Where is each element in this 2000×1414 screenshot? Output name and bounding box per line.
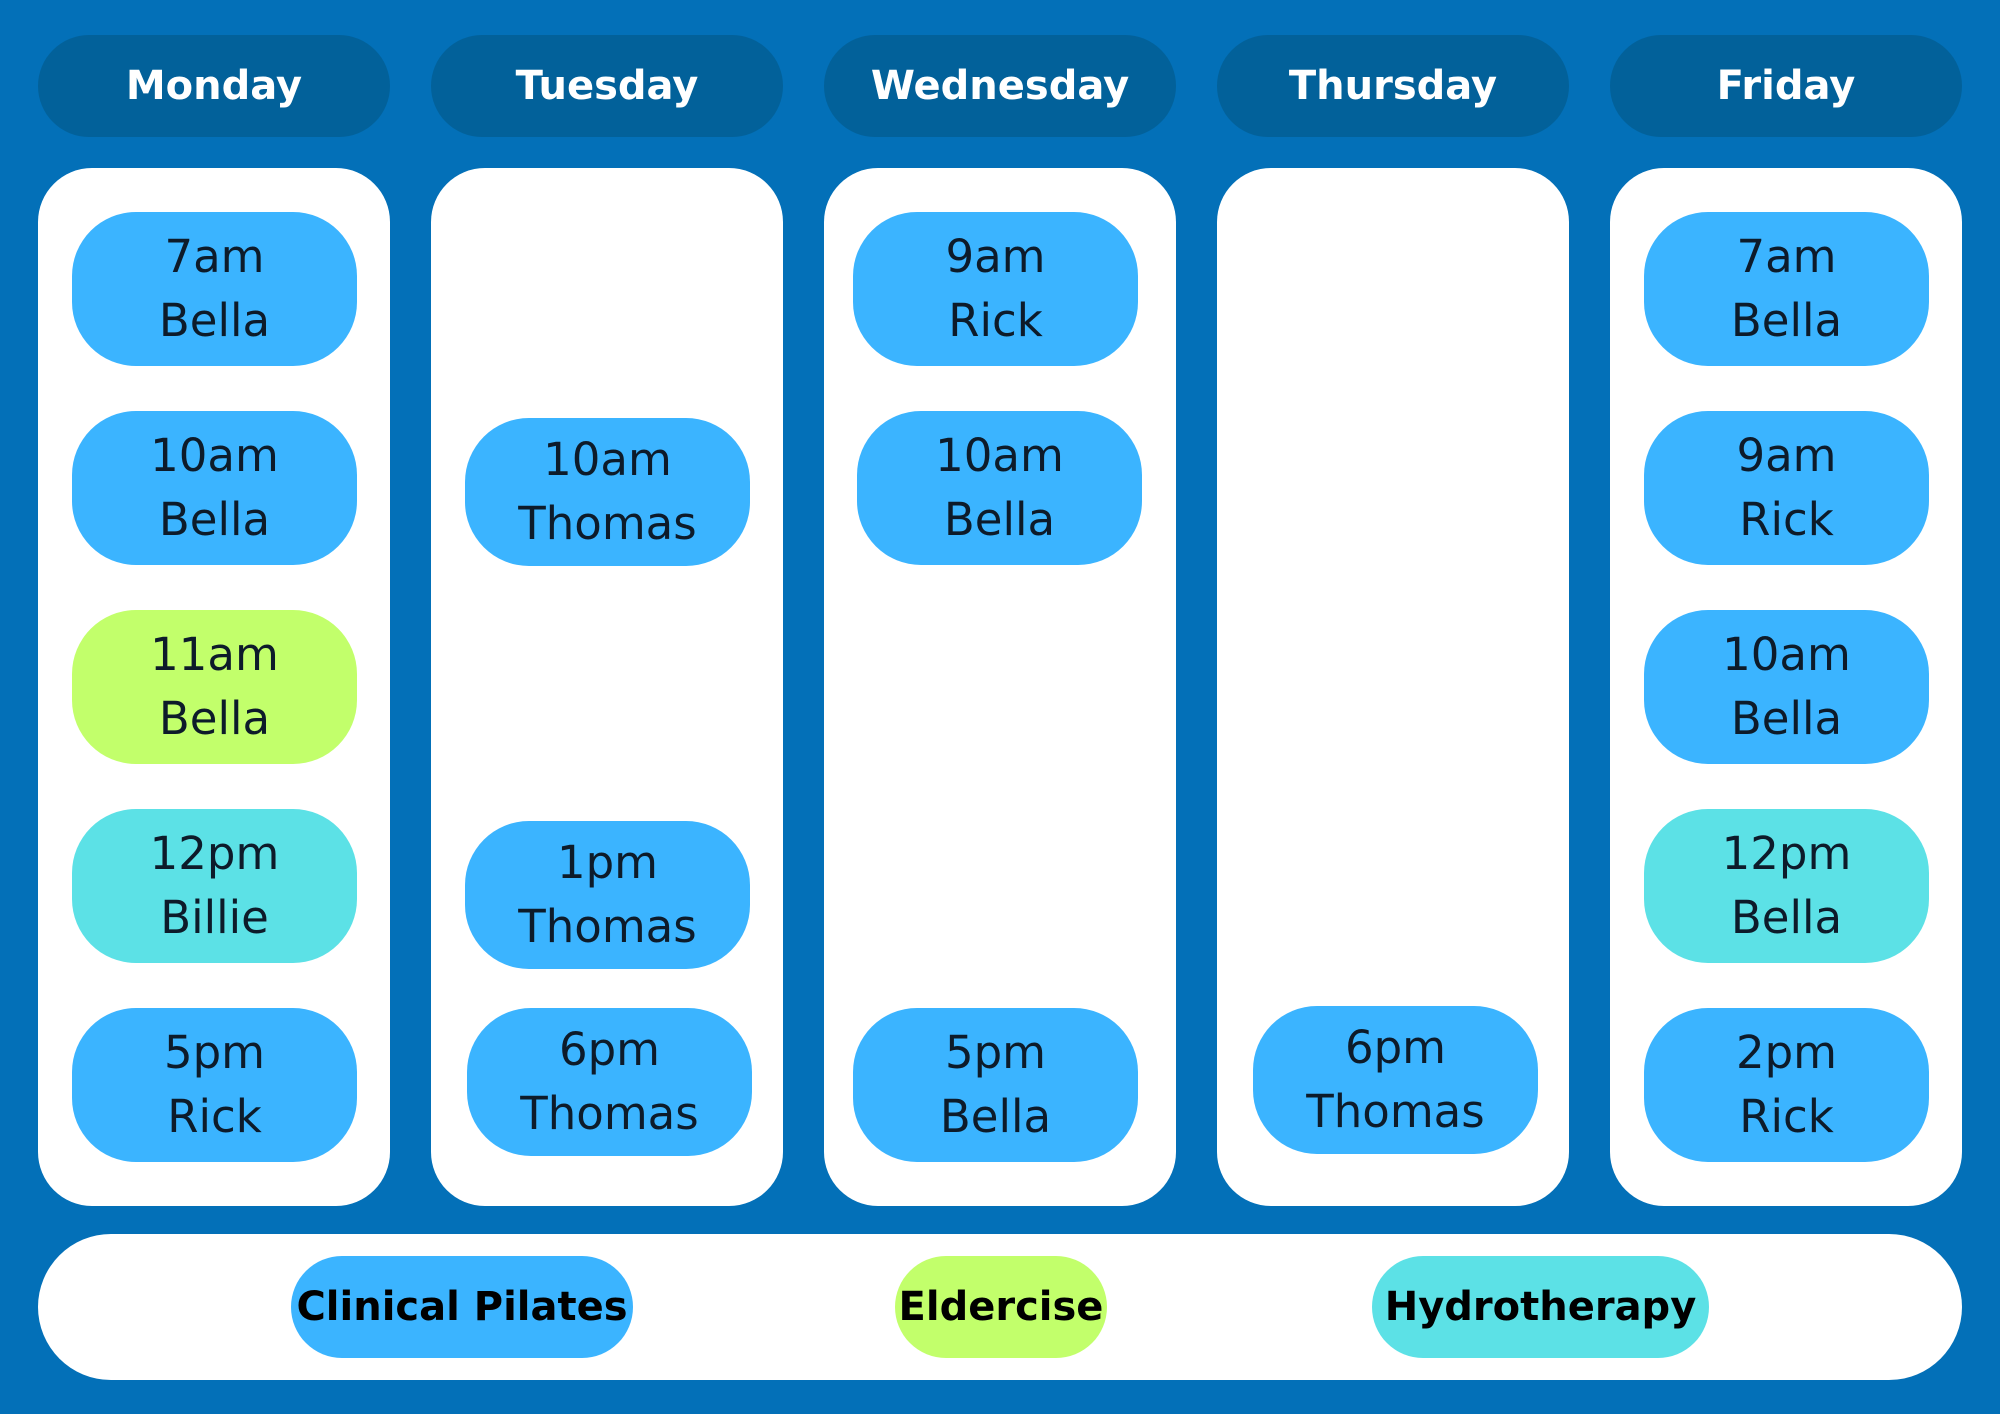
legend-bar: Clinical Pilates Eldercise Hydrotherapy	[38, 1234, 1962, 1380]
class-instructor: Bella	[943, 493, 1056, 546]
class-slot[interactable]: 12pm Billie	[72, 809, 357, 963]
class-slot[interactable]: 5pm Rick	[72, 1008, 357, 1162]
class-instructor: Billie	[160, 891, 269, 944]
class-instructor: Bella	[158, 692, 271, 745]
class-time: 10am	[1722, 628, 1851, 681]
class-instructor: Bella	[158, 294, 271, 347]
day-column-friday: 7am Bella 9am Rick 10am Bella 12pm Bella…	[1610, 168, 1962, 1206]
class-instructor: Rick	[948, 294, 1043, 347]
class-slot[interactable]: 6pm Thomas	[1253, 1006, 1538, 1154]
class-instructor: Thomas	[518, 900, 697, 953]
class-time: 7am	[164, 230, 265, 283]
class-instructor: Bella	[1730, 692, 1843, 745]
class-time: 11am	[150, 628, 279, 681]
legend-item-clinical-pilates: Clinical Pilates	[291, 1256, 633, 1358]
class-time: 7am	[1736, 230, 1837, 283]
class-instructor: Bella	[1730, 891, 1843, 944]
class-instructor: Bella	[939, 1090, 1052, 1143]
class-slot[interactable]: 7am Bella	[72, 212, 357, 366]
class-time: 2pm	[1735, 1026, 1838, 1079]
class-slot[interactable]: 12pm Bella	[1644, 809, 1929, 963]
class-time: 5pm	[163, 1026, 266, 1079]
day-header-thursday: Thursday	[1217, 35, 1569, 137]
class-time: 5pm	[944, 1026, 1047, 1079]
legend-item-hydrotherapy: Hydrotherapy	[1372, 1256, 1709, 1358]
day-header-monday: Monday	[38, 35, 390, 137]
day-column-tuesday: 10am Thomas 1pm Thomas 6pm Thomas	[431, 168, 783, 1206]
day-column-monday: 7am Bella 10am Bella 11am Bella 12pm Bil…	[38, 168, 390, 1206]
class-instructor: Thomas	[518, 497, 697, 550]
class-time: 12pm	[149, 827, 280, 880]
day-column-thursday: 6pm Thomas	[1217, 168, 1569, 1206]
class-slot[interactable]: 2pm Rick	[1644, 1008, 1929, 1162]
class-slot[interactable]: 6pm Thomas	[467, 1008, 752, 1156]
class-time: 9am	[945, 230, 1046, 283]
class-time: 1pm	[556, 836, 659, 889]
class-slot[interactable]: 10am Thomas	[465, 418, 750, 566]
class-time: 12pm	[1721, 827, 1852, 880]
class-time: 6pm	[558, 1023, 661, 1076]
class-instructor: Thomas	[520, 1087, 699, 1140]
class-slot[interactable]: 1pm Thomas	[465, 821, 750, 969]
class-instructor: Rick	[167, 1090, 262, 1143]
class-slot[interactable]: 7am Bella	[1644, 212, 1929, 366]
class-instructor: Rick	[1739, 493, 1834, 546]
legend-item-eldercise: Eldercise	[895, 1256, 1107, 1358]
day-header-tuesday: Tuesday	[431, 35, 783, 137]
class-time: 10am	[935, 429, 1064, 482]
class-time: 10am	[150, 429, 279, 482]
class-instructor: Rick	[1739, 1090, 1834, 1143]
class-time: 10am	[543, 433, 672, 486]
class-slot[interactable]: 9am Rick	[1644, 411, 1929, 565]
class-slot[interactable]: 9am Rick	[853, 212, 1138, 366]
class-slot[interactable]: 10am Bella	[72, 411, 357, 565]
day-header-wednesday: Wednesday	[824, 35, 1176, 137]
class-time: 6pm	[1344, 1021, 1447, 1074]
class-instructor: Bella	[158, 493, 271, 546]
class-slot[interactable]: 5pm Bella	[853, 1008, 1138, 1162]
class-slot[interactable]: 10am Bella	[857, 411, 1142, 565]
class-slot[interactable]: 10am Bella	[1644, 610, 1929, 764]
class-instructor: Thomas	[1306, 1085, 1485, 1138]
class-instructor: Bella	[1730, 294, 1843, 347]
class-time: 9am	[1736, 429, 1837, 482]
day-column-wednesday: 9am Rick 10am Bella 5pm Bella	[824, 168, 1176, 1206]
day-header-friday: Friday	[1610, 35, 1962, 137]
class-slot[interactable]: 11am Bella	[72, 610, 357, 764]
